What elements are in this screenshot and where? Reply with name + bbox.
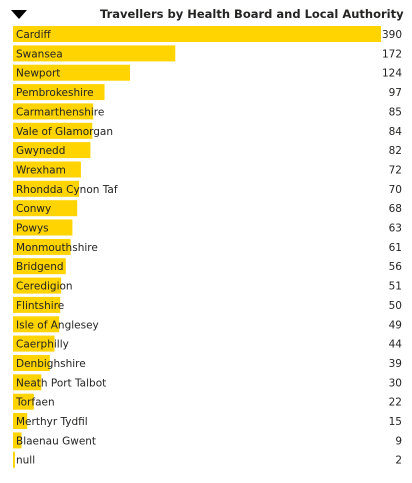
bar-powys[interactable] xyxy=(13,219,73,236)
data-label: 15 xyxy=(389,416,402,428)
bar-carmarthenshire[interactable] xyxy=(13,103,94,120)
data-label: 63 xyxy=(389,223,402,235)
data-label: 51 xyxy=(389,281,402,293)
category-label: Cardiff xyxy=(16,29,51,41)
data-label: 2 xyxy=(395,455,402,467)
data-label: 82 xyxy=(389,145,402,157)
bar-torfaen[interactable] xyxy=(13,393,34,410)
bar-conwy[interactable] xyxy=(13,200,78,217)
bar-swansea[interactable] xyxy=(13,45,176,62)
category-label: Torfaen xyxy=(15,397,55,409)
data-label: 124 xyxy=(382,68,402,80)
data-label: 85 xyxy=(389,106,402,118)
category-label: null xyxy=(16,455,35,467)
category-label: Swansea xyxy=(16,48,63,60)
category-label: Vale of Glamorgan xyxy=(16,126,113,138)
bar-caerphilly[interactable] xyxy=(13,335,55,352)
data-label: 49 xyxy=(389,319,402,331)
category-label: Neath Port Talbot xyxy=(16,377,106,389)
data-label: 44 xyxy=(389,339,403,351)
category-label: Newport xyxy=(16,68,60,80)
category-label: Gwynedd xyxy=(16,145,65,157)
chart-title: Travellers by Health Board and Local Aut… xyxy=(100,7,404,21)
bar-flintshire[interactable] xyxy=(13,296,61,313)
bar-blaenau-gwent[interactable] xyxy=(13,432,22,449)
category-label: Monmouthshire xyxy=(16,242,98,254)
category-label: Ceredigion xyxy=(16,281,73,293)
data-label: 39 xyxy=(389,358,402,370)
data-label: 56 xyxy=(389,261,403,273)
data-label: 172 xyxy=(382,48,402,60)
category-label: Denbighshire xyxy=(16,358,86,370)
category-label: Caerphilly xyxy=(16,339,69,351)
data-label: 68 xyxy=(389,203,402,215)
bar-cardiff[interactable] xyxy=(13,26,381,42)
data-label: 72 xyxy=(389,165,402,177)
bar-rhondda-cynon-taf[interactable] xyxy=(13,180,80,197)
category-label: Conwy xyxy=(16,203,51,215)
data-label: 84 xyxy=(389,126,403,138)
bar-neath-port-talbot[interactable] xyxy=(13,374,42,391)
bar-merthyr-tydfil[interactable] xyxy=(13,413,28,429)
data-label: 22 xyxy=(389,397,402,409)
caret-down-icon[interactable] xyxy=(11,10,27,20)
data-label: 97 xyxy=(389,87,402,99)
bar-pembrokeshire[interactable] xyxy=(13,84,105,101)
bar-denbighshire[interactable] xyxy=(13,355,50,371)
category-label: Isle of Anglesey xyxy=(16,319,99,331)
bar-gwynedd[interactable] xyxy=(13,142,91,159)
bar-bridgend[interactable] xyxy=(13,258,66,275)
category-label: Flintshire xyxy=(16,300,64,312)
category-label: Carmarthenshire xyxy=(16,106,104,118)
data-label: 61 xyxy=(389,242,402,254)
data-label: 70 xyxy=(389,184,402,196)
bar-wrexham[interactable] xyxy=(13,161,81,178)
bar-null[interactable] xyxy=(13,451,15,468)
category-label: Powys xyxy=(16,223,49,235)
bar-isle-of-anglesey[interactable] xyxy=(13,316,60,333)
category-label: Pembrokeshire xyxy=(16,87,94,99)
data-label: 50 xyxy=(389,300,402,312)
category-label: Bridgend xyxy=(16,261,64,273)
data-label: 390 xyxy=(382,29,402,41)
category-label: Wrexham xyxy=(16,165,66,177)
data-label: 30 xyxy=(389,377,402,389)
category-label: Rhondda Cynon Taf xyxy=(16,184,118,196)
category-label: Merthyr Tydfil xyxy=(16,416,88,428)
bar-newport[interactable] xyxy=(13,64,130,81)
chart-header: Travellers by Health Board and Local Aut… xyxy=(0,0,412,28)
bar-vale-of-glamorgan[interactable] xyxy=(13,122,93,139)
category-label: Blaenau Gwent xyxy=(16,435,96,447)
bar-ceredigion[interactable] xyxy=(13,277,62,294)
data-label: 9 xyxy=(395,435,402,447)
bar-monmouthshire[interactable] xyxy=(13,238,71,255)
